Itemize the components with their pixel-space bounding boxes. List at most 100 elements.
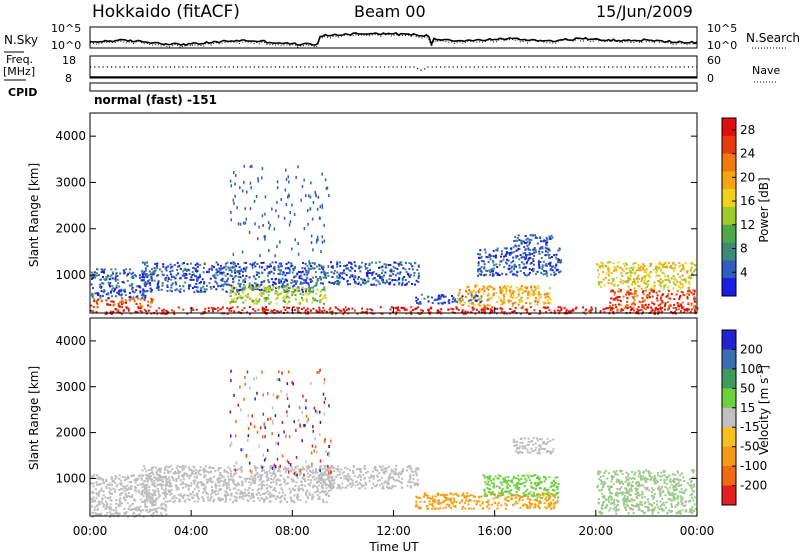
velocity-data-point <box>388 475 391 478</box>
velocity-data-point <box>535 484 538 487</box>
velocity-data-point <box>317 489 319 492</box>
power-data-point <box>403 276 405 278</box>
power-data-point <box>534 237 537 239</box>
power-data-point <box>597 264 600 267</box>
freq-trace <box>90 66 697 71</box>
power-data-point <box>239 288 242 291</box>
power-data-point <box>295 287 298 290</box>
velocity-data-point <box>102 505 105 508</box>
power-data-point <box>687 290 689 293</box>
velocity-data-point <box>223 494 226 497</box>
velocity-data-point <box>327 489 330 492</box>
velocity-data-point <box>417 468 420 471</box>
velocity-data-point <box>307 476 310 478</box>
velocity-data-point <box>261 498 264 501</box>
power-data-point <box>502 258 505 261</box>
velocity-data-point <box>169 483 171 486</box>
velocity-data-point <box>409 475 411 478</box>
power-data-point <box>203 288 206 291</box>
velocity-data-point <box>187 488 190 491</box>
power-data-point <box>471 298 474 301</box>
power-data-point <box>149 282 151 285</box>
velocity-data-point <box>496 504 499 507</box>
power-data-point <box>638 300 641 303</box>
power-data-point <box>457 298 459 300</box>
power-data-point <box>298 289 301 292</box>
power-data-point <box>689 274 692 277</box>
power-data-point <box>438 311 441 313</box>
velocity-data-point <box>105 486 108 488</box>
power-data-point <box>345 274 348 276</box>
velocity-data-point <box>502 481 505 483</box>
power-data-point <box>681 286 684 289</box>
power-data-point <box>544 270 547 273</box>
velocity-data-point <box>154 485 157 488</box>
power-data-point <box>285 306 288 309</box>
power-data-point <box>479 296 482 299</box>
power-data-point <box>515 256 518 259</box>
power-data-point <box>344 306 347 309</box>
power-data-point <box>263 268 266 271</box>
power-data-point <box>267 290 270 293</box>
power-data-point <box>437 298 440 301</box>
power-data-point <box>305 194 307 198</box>
power-data-point <box>282 306 285 309</box>
power-data-point <box>110 313 113 315</box>
power-data-point <box>612 262 615 265</box>
power-data-point <box>684 262 687 265</box>
velocity-data-point <box>295 481 298 484</box>
power-data-point <box>239 270 242 272</box>
power-data-point <box>151 278 153 281</box>
velocity-data-point <box>397 479 400 482</box>
power-data-point <box>301 266 304 269</box>
power-data-point <box>284 309 287 311</box>
velocity-data-point <box>267 479 270 481</box>
velocity-data-point <box>352 470 354 473</box>
power-data-point <box>221 271 224 274</box>
power-data-point <box>538 263 541 266</box>
power-data-point <box>634 283 637 286</box>
power-data-point <box>398 283 401 286</box>
power-data-point <box>673 267 676 270</box>
power-data-point <box>158 307 161 310</box>
power-data-point <box>285 285 288 288</box>
power-data-point <box>144 290 147 293</box>
velocity-data-point <box>412 471 415 473</box>
power-data-point <box>238 279 241 282</box>
velocity-data-point <box>183 465 186 468</box>
power-data-point <box>514 273 517 276</box>
power-data-point <box>661 271 664 274</box>
velocity-data-point <box>146 484 149 487</box>
power-data-point <box>491 306 494 309</box>
power-data-point <box>471 306 474 309</box>
power-data-point <box>140 294 143 297</box>
power-data-point <box>171 265 174 268</box>
power-data-point <box>331 282 334 284</box>
power-data-point <box>641 268 644 271</box>
power-data-point <box>341 276 344 279</box>
power-data-point <box>307 292 310 295</box>
velocity-data-point <box>178 475 180 478</box>
power-data-point <box>145 275 147 278</box>
velocity-data-point <box>425 494 427 496</box>
velocity-data-point <box>262 500 265 503</box>
power-data-point <box>340 309 343 312</box>
velocity-data-point <box>182 467 185 470</box>
power-data-point <box>144 263 146 266</box>
power-data-point <box>664 266 666 269</box>
velocity-data-point <box>298 473 301 476</box>
velocity-data-point <box>171 468 174 471</box>
velocity-data-point <box>191 471 194 474</box>
velocity-data-point <box>389 476 392 479</box>
nsky-panel: N.Sky 10^5 10^0 10^5 10^0 N.Search <box>4 22 800 53</box>
power-data-point <box>492 261 495 264</box>
velocity-data-point <box>427 507 430 510</box>
power-data-point <box>354 275 357 278</box>
velocity-data-point <box>308 484 311 487</box>
power-data-point <box>640 308 643 311</box>
velocity-data-point <box>189 474 192 477</box>
velocity-data-point <box>203 471 206 474</box>
velocity-data-point <box>380 476 383 479</box>
velocity-data-point <box>129 495 132 498</box>
power-data-point <box>272 281 275 284</box>
